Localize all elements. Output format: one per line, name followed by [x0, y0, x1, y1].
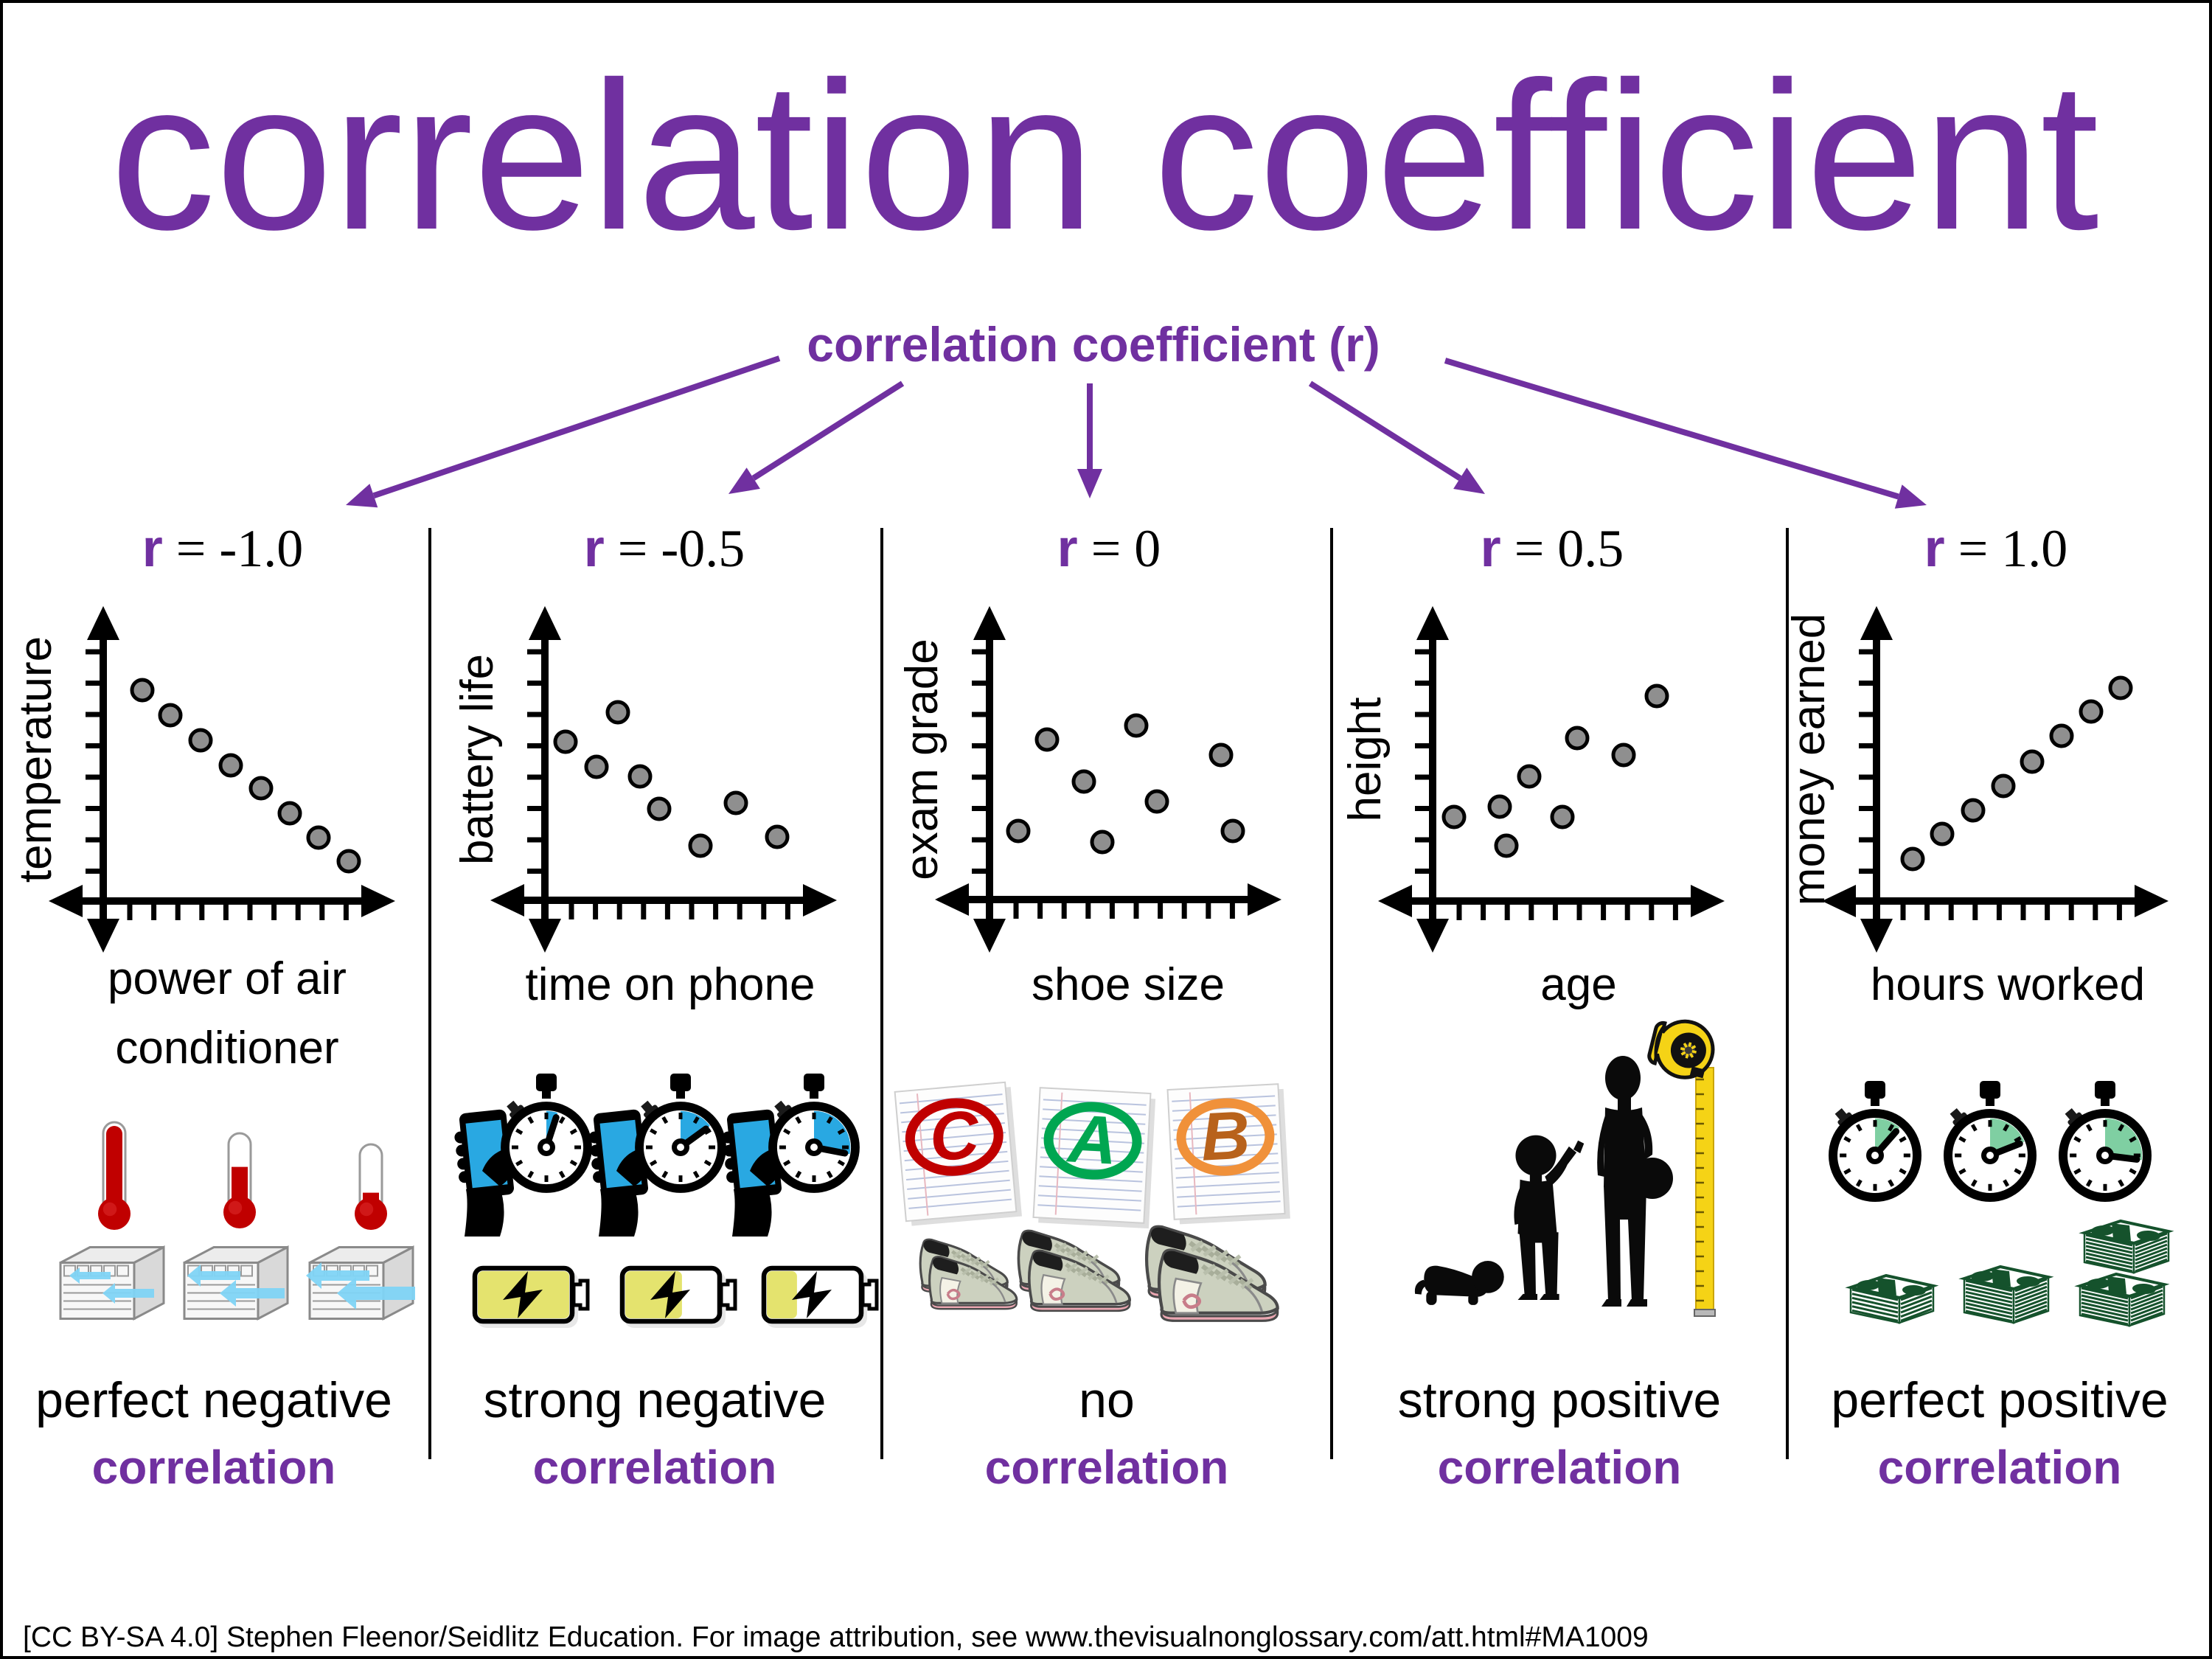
svg-text:time on phone: time on phone [526, 959, 815, 1010]
svg-text:r = -1.0: r = -1.0 [142, 519, 304, 578]
svg-text:correlation: correlation [533, 1441, 777, 1494]
svg-text:battery life: battery life [452, 654, 503, 865]
svg-text:[CC BY-SA 4.0] Stephen Fleenor: [CC BY-SA 4.0] Stephen Fleenor/Seidlitz … [23, 1621, 1649, 1653]
svg-text:correlation coefficient: correlation coefficient [110, 38, 2099, 274]
svg-text:correlation coefficient (r): correlation coefficient (r) [807, 317, 1380, 372]
svg-text:correlation: correlation [985, 1441, 1229, 1494]
svg-text:r = 0: r = 0 [1057, 519, 1161, 578]
svg-text:exam grade: exam grade [897, 639, 947, 880]
svg-text:strong positive: strong positive [1398, 1372, 1721, 1428]
svg-text:r = 0.5: r = 0.5 [1481, 519, 1624, 578]
svg-text:age: age [1540, 959, 1616, 1010]
svg-text:A: A [1065, 1101, 1119, 1178]
svg-text:shoe size: shoe size [1032, 959, 1225, 1010]
svg-text:perfect positive: perfect positive [1831, 1372, 2168, 1428]
svg-text:perfect negative: perfect negative [35, 1372, 392, 1428]
svg-text:height: height [1340, 698, 1391, 822]
svg-text:power of air: power of air [108, 953, 347, 1004]
svg-text:strong negative: strong negative [484, 1372, 827, 1428]
svg-text:conditioner: conditioner [115, 1023, 338, 1074]
svg-text:C: C [927, 1096, 984, 1176]
svg-text:correlation: correlation [1878, 1441, 2122, 1494]
svg-text:correlation: correlation [1438, 1441, 1682, 1494]
svg-text:B: B [1199, 1097, 1252, 1175]
svg-text:r = -0.5: r = -0.5 [584, 519, 745, 578]
svg-text:correlation: correlation [92, 1441, 336, 1494]
svg-text:no: no [1079, 1372, 1135, 1428]
svg-text:hours worked: hours worked [1871, 959, 2145, 1010]
svg-text:r = 1.0: r = 1.0 [1924, 519, 2068, 578]
svg-text:temperature: temperature [10, 636, 61, 883]
svg-text:money earned: money earned [1784, 613, 1834, 905]
